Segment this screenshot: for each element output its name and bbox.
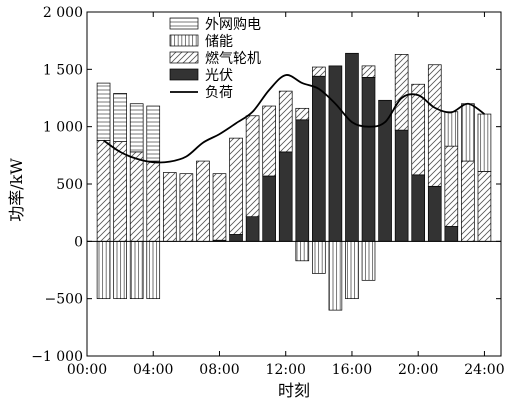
x-axis-label: 时刻 xyxy=(278,381,310,400)
x-tick-label: 12:00 xyxy=(266,362,306,378)
bar-diagonal-lines-h24 xyxy=(477,171,492,242)
bar-diagonal-lines-h22 xyxy=(444,145,459,227)
y-tick-label: −1 000 xyxy=(31,349,83,365)
bar-vertical-lines-h16 xyxy=(345,240,359,300)
x-tick-label: 00:00 xyxy=(67,362,107,378)
load-line xyxy=(103,74,485,164)
x-tick-label: 16:00 xyxy=(332,362,372,378)
bar-diagonal-lines-h8 xyxy=(212,173,227,241)
bar-diagonal-lines-h7 xyxy=(196,160,210,242)
bar-diagonal-lines-h23 xyxy=(461,160,475,242)
bar-vertical-lines-h2 xyxy=(113,240,127,300)
x-tick-label: 20:00 xyxy=(398,362,438,378)
bar-solid-h9 xyxy=(229,234,243,242)
bar-vertical-lines-h15 xyxy=(328,240,343,311)
bar-horizontal-lines-h4 xyxy=(146,105,161,162)
bar-vertical-lines-h17 xyxy=(361,240,376,281)
bar-solid-h20 xyxy=(411,174,426,242)
bar-diagonal-lines-h5 xyxy=(162,172,177,242)
bar-diagonal-lines-h13 xyxy=(295,107,310,121)
bar-diagonal-lines-h19 xyxy=(394,54,409,131)
bar-diagonal-lines-h14 xyxy=(312,66,326,77)
bar-solid-h14 xyxy=(312,75,326,242)
legend-label: 外网购电 xyxy=(205,17,261,33)
bar-diagonal-lines-h17 xyxy=(361,65,376,78)
y-tick-label: 1 000 xyxy=(43,120,83,136)
legend-label: 储能 xyxy=(205,34,233,50)
bar-solid-h15 xyxy=(328,65,343,242)
legend-label: 负荷 xyxy=(205,85,233,101)
bar-diagonal-lines-h1 xyxy=(96,140,111,242)
bar-diagonal-lines-h4 xyxy=(146,160,161,242)
bars-layer xyxy=(96,52,492,311)
bar-solid-h19 xyxy=(394,129,409,242)
bar-vertical-lines-h14 xyxy=(312,240,326,274)
bar-diagonal-lines-h9 xyxy=(229,137,243,235)
bar-horizontal-lines-h1 xyxy=(96,82,111,141)
y-axis-label: 功率/kW xyxy=(7,158,26,222)
bar-solid-h10 xyxy=(245,216,260,242)
bar-vertical-lines-h24 xyxy=(477,113,492,172)
bar-diagonal-lines-h20 xyxy=(411,83,426,176)
y-tick-label: −500 xyxy=(45,292,83,308)
load-line-layer xyxy=(103,74,485,164)
bar-solid-h11 xyxy=(262,175,276,242)
legend-label: 燃气轮机 xyxy=(205,50,261,67)
x-tick-label: 04:00 xyxy=(133,362,173,378)
bar-diagonal-lines-h3 xyxy=(129,151,144,242)
bar-diagonal-lines-h11 xyxy=(262,105,276,177)
bar-solid-h16 xyxy=(345,52,359,242)
bar-vertical-lines-h1 xyxy=(96,240,111,300)
bar-solid-h22 xyxy=(444,226,459,242)
bar-vertical-lines-h4 xyxy=(146,240,161,300)
bar-horizontal-lines-h3 xyxy=(129,103,144,153)
legend-label: 光伏 xyxy=(205,68,233,84)
bar-solid-h13 xyxy=(295,119,310,242)
bar-diagonal-lines-h12 xyxy=(278,90,293,153)
x-tick-label: 24:00 xyxy=(464,362,504,378)
bar-vertical-lines-h23 xyxy=(461,103,475,162)
bar-solid-h17 xyxy=(361,77,376,242)
x-tick-label: 08:00 xyxy=(199,362,239,378)
bar-diagonal-lines-h10 xyxy=(245,115,260,218)
bar-vertical-lines-h22 xyxy=(444,111,459,147)
y-tick-label: 2 000 xyxy=(43,5,83,21)
bar-diagonal-lines-h21 xyxy=(427,64,442,187)
bar-solid-h21 xyxy=(427,185,442,242)
bar-horizontal-lines-h2 xyxy=(113,93,127,142)
bar-diagonal-lines-h6 xyxy=(179,173,194,242)
y-tick-label: 0 xyxy=(74,234,83,250)
legend-swatch-solid xyxy=(169,68,199,81)
y-tick-label: 1 500 xyxy=(43,62,83,78)
bar-diagonal-lines-h2 xyxy=(113,141,127,242)
bar-solid-h12 xyxy=(278,151,293,242)
bar-vertical-lines-h3 xyxy=(129,240,144,300)
legend-swatch-vertical-lines xyxy=(169,34,199,47)
legend-swatch-diagonal-lines xyxy=(169,51,199,64)
legend-swatch-horizontal-lines xyxy=(169,17,199,30)
bar-vertical-lines-h13 xyxy=(295,240,310,262)
y-tick-label: 500 xyxy=(56,177,83,193)
axis-ticks-layer: −1 000 −500 0 500 1 000 1 500 2 000 00:00 04:00 0… xyxy=(31,5,504,378)
